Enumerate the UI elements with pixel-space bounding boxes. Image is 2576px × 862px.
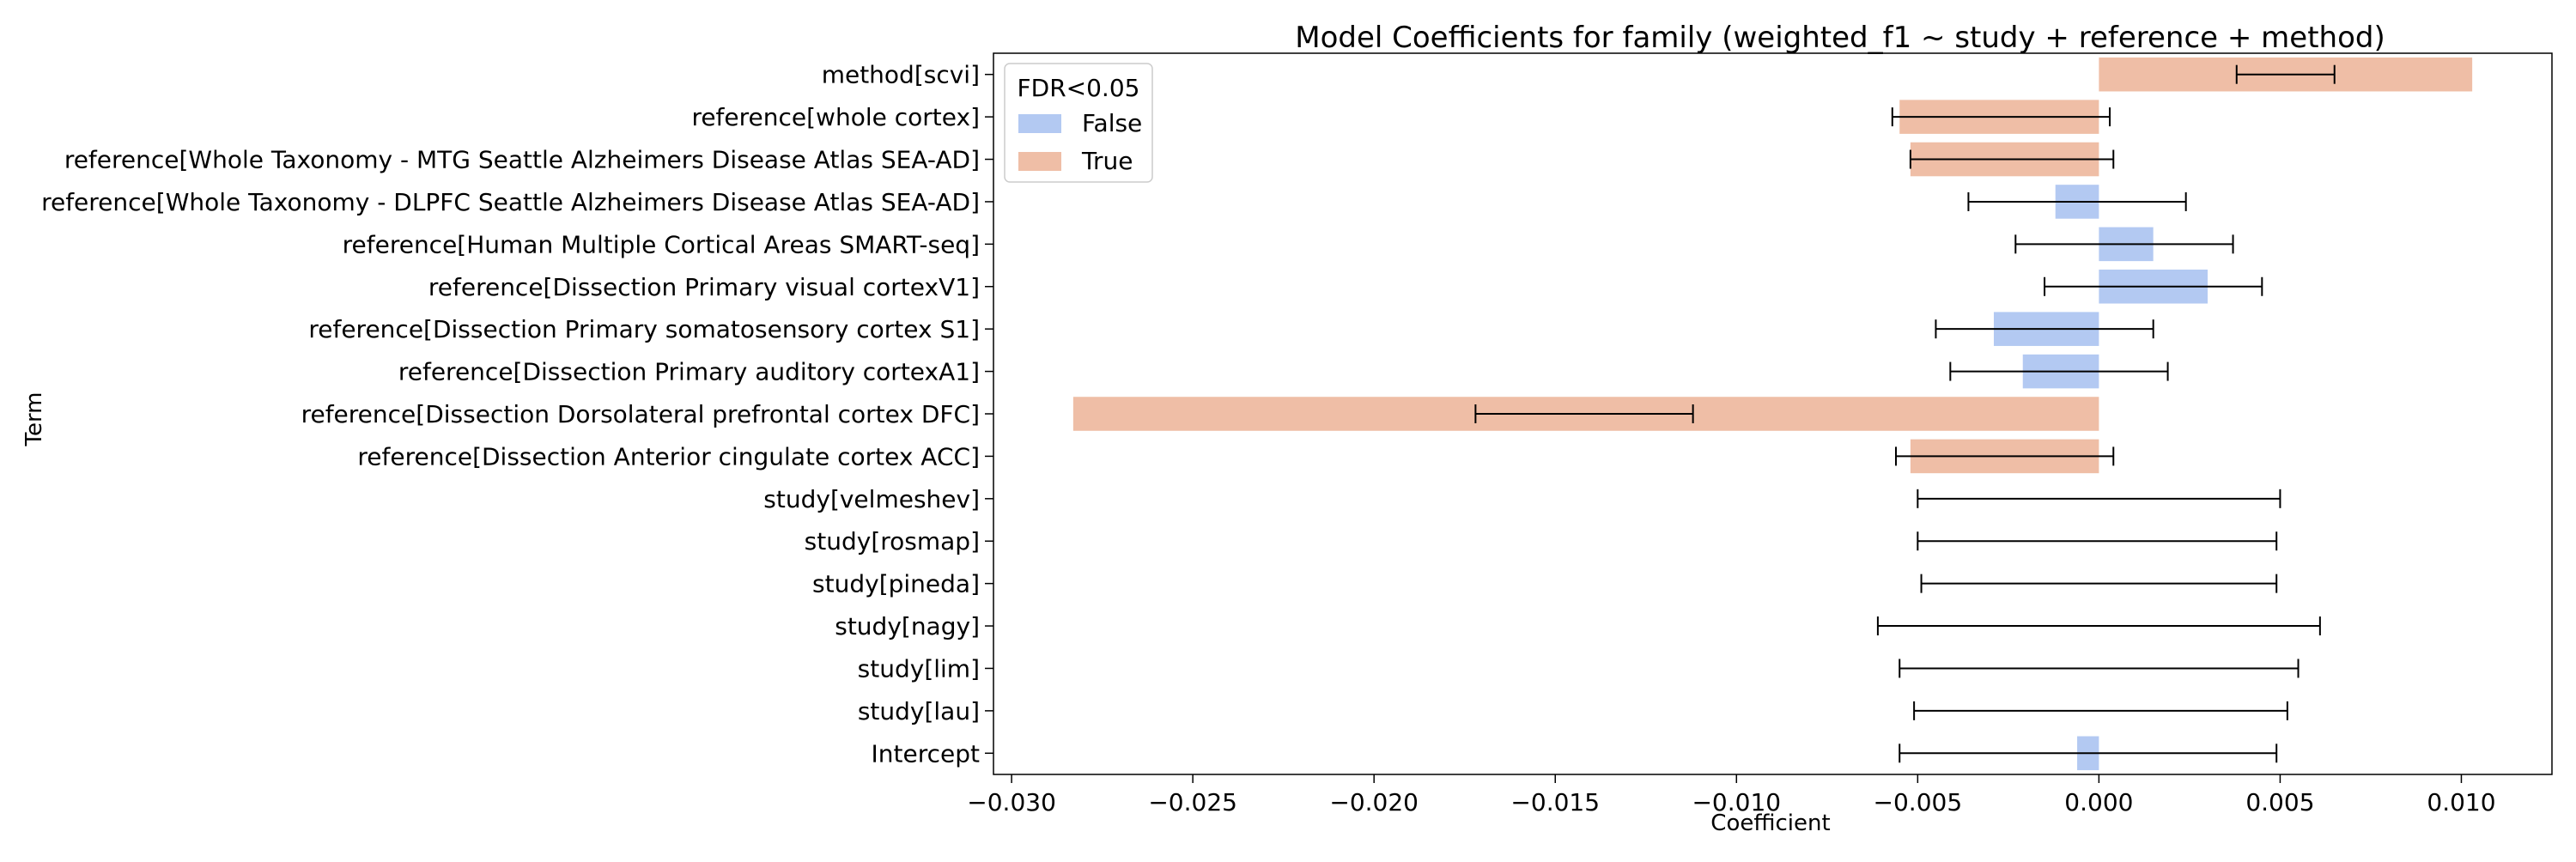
x-tick-label: −0.015: [1510, 788, 1600, 816]
x-tick-label: −0.010: [1692, 788, 1781, 816]
chart-marks: method[scvi] reference[whole cortex] refer…: [41, 57, 2496, 816]
plot-frame: [993, 52, 2553, 775]
y-tick-label: study[nagy]: [835, 612, 980, 640]
y-tick-label: study[velmeshev]: [763, 485, 980, 513]
x-tick-label: −0.030: [967, 788, 1056, 816]
legend-entry-label: True: [1081, 147, 1133, 175]
y-tick-label: study[lim]: [858, 654, 980, 683]
x-tick-label: −0.025: [1148, 788, 1237, 816]
legend-swatch: [1018, 152, 1061, 171]
y-tick-label: reference[Whole Taxonomy - DLPFC Seattle…: [41, 188, 980, 216]
x-tick-label: 0.010: [2427, 788, 2495, 816]
y-tick-label: Intercept: [872, 739, 981, 768]
legend: FDR<0.05 False True: [1004, 63, 1153, 183]
x-tick-label: −0.020: [1329, 788, 1419, 816]
legend-swatch: [1018, 114, 1061, 133]
y-tick-label: reference[Dissection Primary visual cort…: [428, 273, 980, 301]
x-tick-label: 0.005: [2245, 788, 2314, 816]
x-axis-label: Coefficient: [1710, 810, 1830, 836]
x-tick-label: −0.005: [1874, 788, 1963, 816]
legend-title: FDR<0.05: [1018, 74, 1140, 102]
x-tick-label: 0.000: [2064, 788, 2133, 816]
y-tick-label: study[pineda]: [812, 570, 980, 598]
y-tick-label: reference[Dissection Anterior cingulate …: [357, 442, 980, 470]
y-axis-label: Term: [21, 392, 47, 446]
chart-title: Model Coefficients for family (weighted_…: [1295, 21, 2385, 55]
y-tick-label: reference[Whole Taxonomy - MTG Seattle A…: [64, 146, 980, 174]
y-tick-label: study[rosmap]: [805, 527, 980, 555]
y-tick-label: reference[Dissection Primary somatosenso…: [308, 315, 980, 343]
y-tick-label: reference[Dissection Dorsolateral prefro…: [301, 400, 980, 428]
y-tick-label: study[lau]: [858, 697, 980, 725]
y-tick-label: reference[Human Multiple Cortical Areas …: [343, 230, 980, 258]
y-tick-label: reference[whole cortex]: [691, 103, 980, 131]
legend-entry-label: False: [1082, 109, 1142, 137]
y-tick-label: reference[Dissection Primary auditory co…: [398, 358, 980, 386]
y-tick-label: method[scvi]: [822, 61, 980, 89]
